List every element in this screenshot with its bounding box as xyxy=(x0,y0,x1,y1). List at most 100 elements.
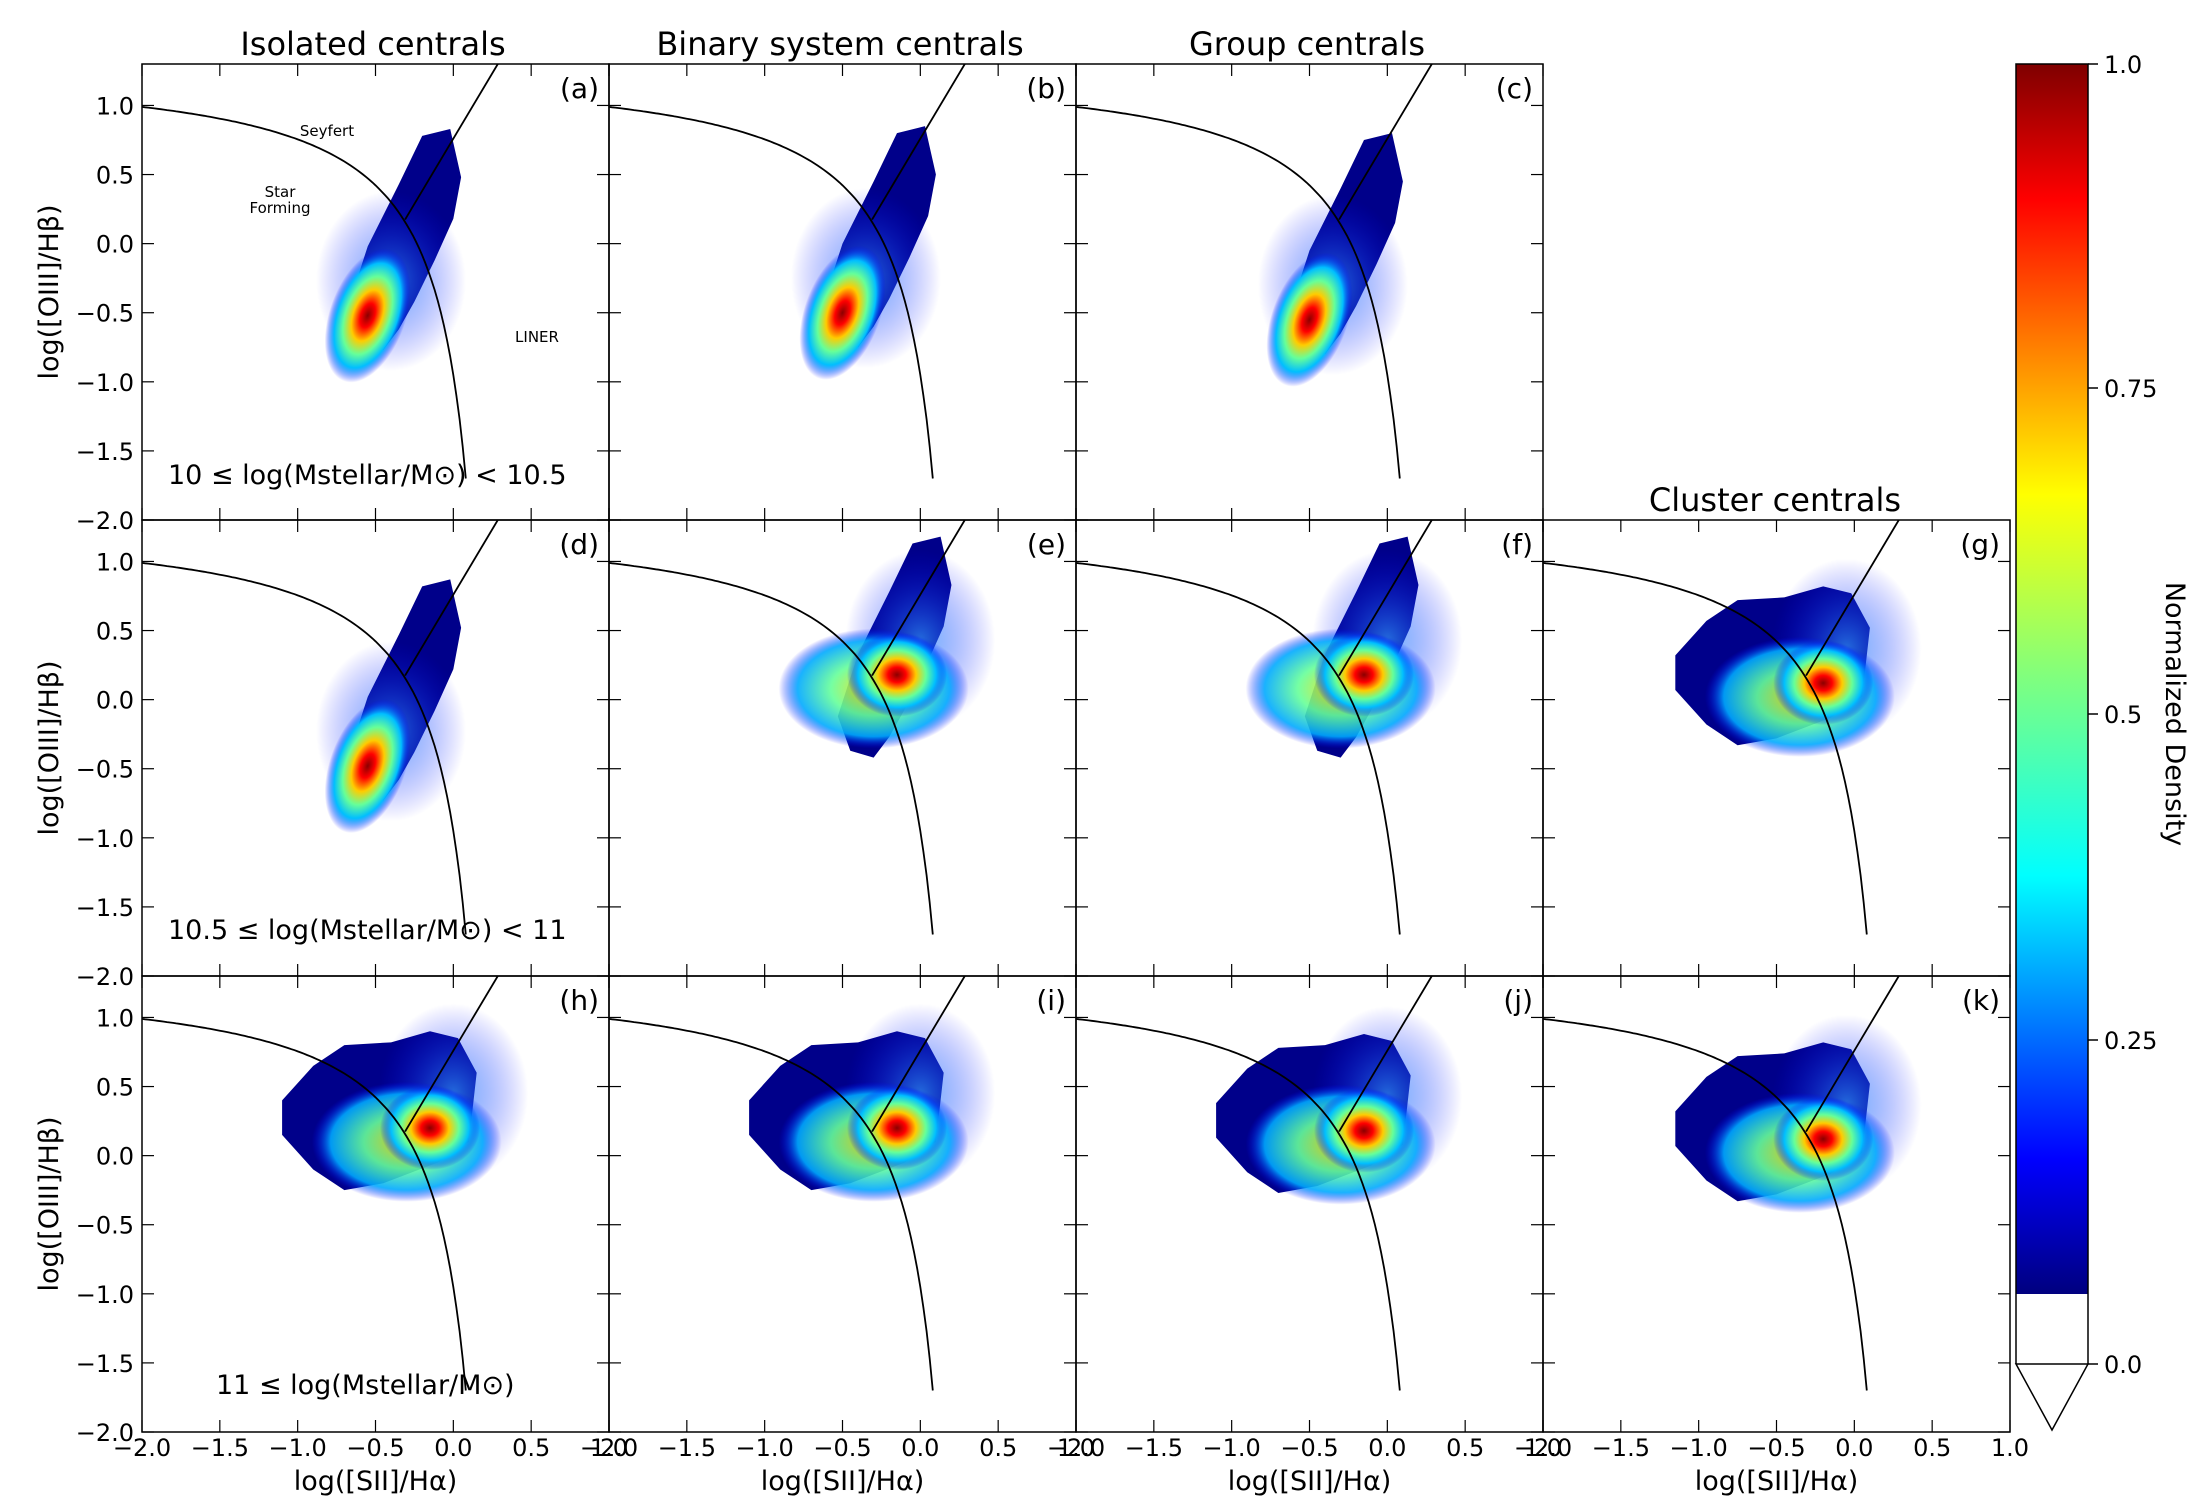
region-label-forming: Forming xyxy=(250,199,311,217)
x-tick-label: −0.5 xyxy=(1747,1434,1805,1462)
colorbar-tick-label: 0.25 xyxy=(2104,1027,2157,1055)
x-tick-label: 1.0 xyxy=(590,1434,628,1462)
panel-id-label: (j) xyxy=(1503,984,1533,1017)
y-tick-label: 1.0 xyxy=(96,1004,134,1032)
column-title-isolated: Isolated centrals xyxy=(240,25,505,63)
row-mass-label-2: 10.5 ≤ log(Mstellar/M⊙) < 11 xyxy=(168,915,567,946)
y-tick-label: −1.5 xyxy=(76,1350,134,1378)
row-mass-label-3: 11 ≤ log(Mstellar/M⊙) xyxy=(216,1370,515,1401)
y-tick-label: −1.5 xyxy=(76,438,134,466)
density-peak xyxy=(324,248,411,383)
density-peak xyxy=(1773,641,1874,726)
kewley-curve xyxy=(1543,1018,1868,1391)
panel-f: (f) xyxy=(1075,519,1544,977)
panel-a: (a) −2.0 −1.5 −1.0 −0.5 0.0 0.5 1.0 log([OIII]/H… xyxy=(34,63,610,535)
x-tick-label: −1.0 xyxy=(269,1434,327,1462)
row-mass-label-1: 10 ≤ log(Mstellar/M⊙) < 10.5 xyxy=(168,460,567,491)
x-tick-label: −1.5 xyxy=(658,1434,716,1462)
kewley-curve xyxy=(609,562,934,935)
density-peak xyxy=(799,245,886,380)
panel-id-label: (i) xyxy=(1036,984,1066,1017)
y-tick-label: −1.0 xyxy=(76,1281,134,1309)
density-peak xyxy=(324,698,411,834)
x-tick-label: −1.5 xyxy=(1592,1434,1650,1462)
y-axis-label: log([OIII]/Hβ) xyxy=(34,1116,65,1291)
panel-b: (b) xyxy=(608,63,1077,521)
x-tick-label: −2.0 xyxy=(1514,1434,1572,1462)
panel-g: (g) xyxy=(1542,519,2011,977)
panel-id-label: (c) xyxy=(1496,72,1533,105)
panel-id-label: (f) xyxy=(1501,528,1533,561)
kewley-curve xyxy=(609,1018,934,1391)
panel-e: (e) xyxy=(608,519,1077,977)
density-layer xyxy=(609,520,996,935)
y-tick-label: −2.0 xyxy=(76,1419,134,1447)
panel-frame xyxy=(1075,975,1544,1433)
x-tick-label: −1.0 xyxy=(1203,1434,1261,1462)
density-layer xyxy=(142,976,529,1391)
x-tick-label: 0.0 xyxy=(1368,1434,1406,1462)
x-tick-label: 0.5 xyxy=(1446,1434,1484,1462)
density-peak xyxy=(846,1086,947,1170)
density-peak xyxy=(1313,632,1414,717)
y-tick-label: 1.0 xyxy=(96,92,134,120)
x-tick-label: 0.5 xyxy=(512,1434,550,1462)
x-tick-label: 1.0 xyxy=(1991,1434,2029,1462)
density-layer xyxy=(1543,976,1922,1391)
density-layer xyxy=(1076,64,1433,479)
kewley-curve xyxy=(1076,562,1401,935)
x-tick-label: −2.0 xyxy=(1047,1434,1105,1462)
kewley-curve xyxy=(1543,562,1868,935)
density-layer xyxy=(609,64,966,479)
column-title-group: Group centrals xyxy=(1189,25,1425,63)
seyfert-liner-line xyxy=(1805,976,1900,1133)
seyfert-liner-line xyxy=(871,976,966,1133)
kewley-curve xyxy=(1076,1018,1401,1391)
density-peak xyxy=(846,632,947,717)
x-tick-label: 0.5 xyxy=(1913,1434,1951,1462)
seyfert-liner-line xyxy=(1338,976,1433,1133)
x-tick-label: 0.0 xyxy=(901,1434,939,1462)
panel-id-label: (e) xyxy=(1027,528,1066,561)
panel-h: (h) −2.0 −1.5 −1.0 −0.5 0.0 0.5 1.0 log([OIII]/H… xyxy=(34,975,610,1447)
y-tick-label: −2.0 xyxy=(76,507,134,535)
colorbar: 1.0 0.75 0.5 0.25 0.0 Normalized Density xyxy=(2014,51,2190,1432)
seyfert-liner-line xyxy=(1805,520,1900,677)
panel-id-label: (g) xyxy=(1960,528,2000,561)
seyfert-liner-line xyxy=(404,976,499,1133)
kewley-curve xyxy=(142,1018,467,1391)
y-tick-label: 0.5 xyxy=(96,162,134,190)
density-peak xyxy=(1266,252,1353,387)
x-tick-label: −1.5 xyxy=(191,1434,249,1462)
x-tick-label: 0.0 xyxy=(434,1434,472,1462)
y-tick-label: 1.0 xyxy=(96,548,134,576)
x-tick-label: −2.0 xyxy=(113,1434,171,1462)
y-tick-label: 0.5 xyxy=(96,1074,134,1102)
colorbar-gradient xyxy=(2016,64,2088,1294)
colorbar-under-range xyxy=(2016,1294,2088,1364)
colorbar-tick-label: 0.5 xyxy=(2104,701,2142,729)
density-peak xyxy=(379,1086,480,1170)
kewley-curve xyxy=(142,106,467,479)
y-tick-label: 0.0 xyxy=(96,1143,134,1171)
x-tick-label: −0.5 xyxy=(346,1434,404,1462)
seyfert-liner-line xyxy=(871,520,966,677)
x-axis-label: log([SII]/Hα) xyxy=(1695,1466,1859,1497)
density-layer xyxy=(142,64,499,479)
density-layer xyxy=(1543,520,1922,935)
x-tick-label: −1.5 xyxy=(1125,1434,1183,1462)
kewley-curve xyxy=(609,106,934,479)
seyfert-liner-line xyxy=(404,520,499,677)
panel-id-label: (k) xyxy=(1962,984,2000,1017)
kewley-curve xyxy=(1076,106,1401,479)
colorbar-label: Normalized Density xyxy=(2159,582,2190,846)
seyfert-liner-line xyxy=(404,64,499,221)
panel-id-label: (d) xyxy=(559,528,599,561)
panel-id-label: (h) xyxy=(559,984,599,1017)
panel-frame xyxy=(1075,519,1544,977)
colorbar-tick-label: 0.75 xyxy=(2104,375,2157,403)
kewley-curve xyxy=(142,562,467,935)
colorbar-tick-label: 0.0 xyxy=(2104,1351,2142,1379)
panel-k: (k) xyxy=(1542,975,2011,1433)
